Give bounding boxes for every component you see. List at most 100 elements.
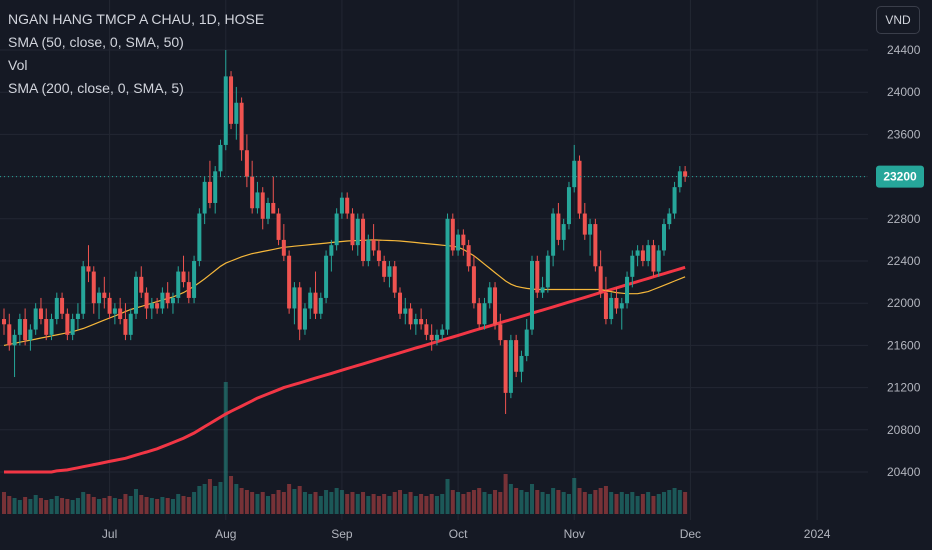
legend-sma200[interactable]: SMA (200, close, 0, SMA, 5) (8, 80, 184, 96)
price-axis-background (868, 0, 932, 550)
time-tick-label: Oct (449, 527, 468, 541)
volume-bar (218, 482, 223, 514)
candle-body (413, 319, 418, 325)
candle-body (244, 150, 249, 177)
volume-bar (445, 479, 450, 514)
candle-body (429, 334, 434, 341)
candle-body (651, 245, 656, 272)
volume-bar (60, 498, 65, 514)
candle-body (503, 340, 508, 393)
time-tick-label: Dec (680, 527, 701, 541)
legend-sma50[interactable]: SMA (50, close, 0, SMA, 50) (8, 34, 184, 50)
candle-body (450, 218, 455, 251)
volume-bar (461, 494, 466, 514)
candle-body (556, 213, 561, 240)
volume-bar (540, 492, 545, 514)
volume-bar (149, 498, 154, 514)
candle-body (181, 271, 186, 283)
volume-bar (271, 494, 276, 514)
volume-bar (229, 476, 234, 514)
candle-body (445, 218, 450, 330)
volume-bar (424, 496, 429, 514)
time-tick-label: Sep (331, 527, 353, 541)
volume-bar (419, 494, 424, 514)
time-tick-label: Aug (215, 527, 236, 541)
candlestick-series (2, 50, 688, 414)
volume-bar (588, 494, 593, 514)
volume-bar (139, 495, 144, 514)
candle-body (339, 197, 344, 214)
sma200-line-group (4, 265, 686, 474)
price-tick-label: 21200 (887, 381, 921, 395)
volume-bar (297, 486, 302, 514)
candle-body (640, 250, 645, 261)
candle-body (625, 276, 630, 304)
candle-body (266, 202, 270, 219)
candle-body (128, 313, 133, 335)
candle-body (81, 266, 86, 314)
candle-body (75, 313, 80, 320)
volume-bar (49, 499, 54, 514)
volume-bar (477, 488, 482, 514)
volume-bar (255, 494, 260, 514)
volume-bar (202, 484, 207, 514)
volume-bar (350, 492, 355, 514)
candle-body (398, 292, 402, 314)
candle-body (23, 319, 28, 341)
volume-bar (498, 492, 503, 514)
candle-body (387, 266, 392, 277)
time-axis[interactable]: Jul Aug Sep Oct Nov Dec 2024 (102, 527, 831, 541)
candle-body (677, 171, 682, 188)
candle-body (308, 292, 313, 309)
last-price-marker: 23200 (0, 165, 924, 188)
candle-body (672, 187, 677, 214)
price-tick-label: 20400 (887, 465, 921, 479)
candle-body (493, 287, 498, 325)
legend-volume[interactable]: Vol (8, 57, 28, 73)
candle-body (207, 181, 212, 203)
volume-bar (672, 488, 677, 514)
volume-bar (118, 499, 123, 514)
candle-body (561, 224, 566, 240)
currency-button[interactable]: VND (876, 6, 920, 34)
candle-body (466, 245, 471, 267)
candle-body (334, 213, 339, 246)
candle-body (86, 266, 91, 272)
volume-bar (170, 499, 175, 514)
candle-body (572, 160, 577, 188)
volume-bar (197, 486, 202, 514)
candle-body (2, 319, 6, 325)
volume-bar (234, 484, 239, 514)
candle-body (302, 308, 307, 330)
time-tick-label: Jul (102, 527, 117, 541)
volume-bar (112, 498, 117, 514)
volume-bar (450, 490, 455, 514)
volume-bar (398, 490, 402, 514)
volume-bar (239, 488, 244, 514)
candle-body (524, 329, 529, 356)
volume-bar (471, 490, 476, 514)
candle-body (376, 250, 381, 261)
volume-bar (75, 498, 80, 514)
candle-body (350, 213, 355, 246)
volume-bar (287, 484, 292, 514)
volume-bar (38, 498, 43, 514)
candle-body (545, 255, 550, 288)
volume-bar (466, 492, 471, 514)
time-tick-label: 2024 (804, 527, 831, 541)
candle-body (514, 340, 519, 372)
candle-body (551, 213, 556, 256)
volume-bar (334, 488, 339, 514)
volume-bar (429, 494, 434, 514)
candle-body (49, 319, 54, 335)
candle-body (408, 308, 413, 325)
symbol-title[interactable]: NGAN HANG TMCP A CHAU, 1D, HOSE (8, 11, 265, 27)
candle-body (646, 245, 651, 261)
candle-body (229, 76, 234, 124)
candle-body (197, 213, 202, 261)
volume-bar (91, 497, 96, 514)
price-axis[interactable]: 20400 20800 21200 21600 22000 22400 22800 23200… (868, 0, 932, 550)
candle-body (213, 171, 218, 203)
